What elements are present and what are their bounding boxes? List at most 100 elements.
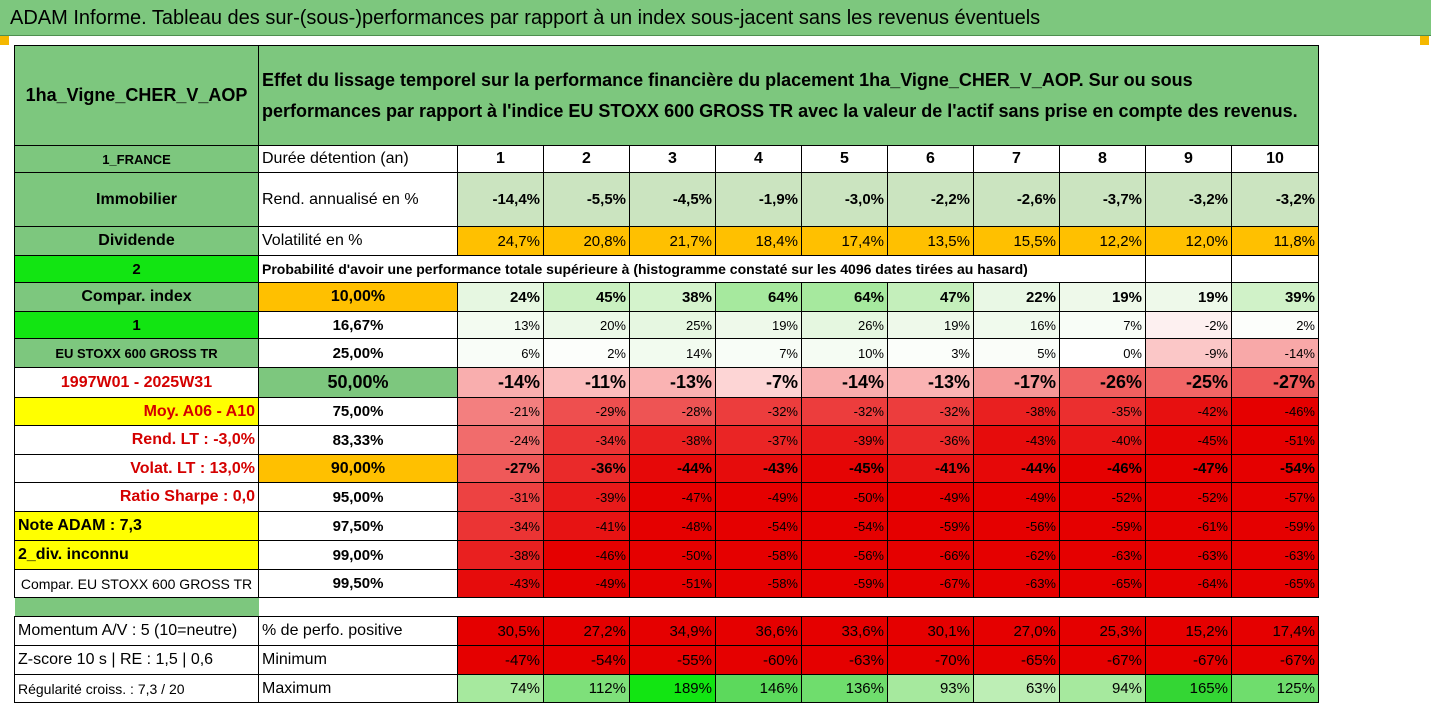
probability-cell[interactable]: -49% — [715, 482, 802, 512]
probability-cell[interactable]: -62% — [973, 540, 1060, 570]
maximum-cell[interactable]: 94% — [1059, 674, 1146, 703]
period-header-cell[interactable]: 4 — [715, 145, 802, 173]
return-cell[interactable]: -3,0% — [801, 172, 888, 227]
probability-cell[interactable]: -66% — [887, 540, 974, 570]
probability-cell[interactable]: -17% — [973, 367, 1060, 398]
probability-cell[interactable]: 14% — [629, 338, 716, 368]
threshold-cell[interactable]: 16,67% — [258, 311, 458, 339]
probability-cell[interactable]: -45% — [801, 454, 888, 483]
volatility-cell[interactable]: 21,7% — [629, 226, 716, 256]
probability-cell[interactable]: -61% — [1145, 511, 1232, 541]
probability-cell[interactable]: -27% — [457, 454, 544, 483]
probability-cell[interactable]: -36% — [887, 425, 974, 455]
probability-cell[interactable]: 64% — [715, 282, 802, 312]
probability-cell[interactable]: 0% — [1059, 338, 1146, 368]
minimum-label[interactable]: Minimum — [258, 645, 458, 675]
positive-perf-cell[interactable]: 33,6% — [801, 616, 888, 646]
probability-cell[interactable]: -50% — [801, 482, 888, 512]
probability-cell[interactable]: 10% — [801, 338, 888, 368]
probability-cell[interactable]: -34% — [457, 511, 544, 541]
description-cell[interactable]: Effet du lissage temporel sur la perform… — [258, 45, 1319, 146]
return-cell[interactable]: -14,4% — [457, 172, 544, 227]
probability-cell[interactable]: 7% — [1059, 311, 1146, 339]
volatility-cell[interactable]: 18,4% — [715, 226, 802, 256]
duration-label[interactable]: Durée détention (an) — [258, 145, 458, 173]
probability-cell[interactable]: 13% — [457, 311, 544, 339]
empty-cell[interactable] — [1145, 255, 1232, 283]
probability-cell[interactable]: -39% — [543, 482, 630, 512]
return-cell[interactable]: -3,7% — [1059, 172, 1146, 227]
probability-cell[interactable]: -63% — [973, 569, 1060, 598]
probability-cell[interactable]: -54% — [801, 511, 888, 541]
probability-cell[interactable]: -38% — [973, 397, 1060, 426]
probability-cell[interactable]: 38% — [629, 282, 716, 312]
row-label-cell[interactable]: Note ADAM : 7,3 — [14, 511, 259, 541]
return-cell[interactable]: -5,5% — [543, 172, 630, 227]
probability-cell[interactable]: -29% — [543, 397, 630, 426]
minimum-cell[interactable]: -67% — [1231, 645, 1319, 675]
probability-cell[interactable]: -64% — [1145, 569, 1232, 598]
zscore-cell[interactable]: Z-score 10 s | RE : 1,5 | 0,6 — [14, 645, 259, 675]
period-header-cell[interactable]: 8 — [1059, 145, 1146, 173]
volatility-cell[interactable]: 12,2% — [1059, 226, 1146, 256]
probability-cell[interactable]: -63% — [1145, 540, 1232, 570]
maximum-cell[interactable]: 189% — [629, 674, 716, 703]
row-label-cell[interactable]: Compar. index — [14, 282, 259, 312]
selector-cell-2[interactable]: 2 — [14, 255, 259, 283]
maximum-cell[interactable]: 74% — [457, 674, 544, 703]
positive-perf-cell[interactable]: 30,5% — [457, 616, 544, 646]
positive-perf-label[interactable]: % de perfo. positive — [258, 616, 458, 646]
probability-cell[interactable]: -63% — [1059, 540, 1146, 570]
period-header-cell[interactable]: 2 — [543, 145, 630, 173]
volatility-cell[interactable]: 24,7% — [457, 226, 544, 256]
probability-cell[interactable]: 22% — [973, 282, 1060, 312]
probability-cell[interactable]: 19% — [1145, 282, 1232, 312]
minimum-cell[interactable]: -67% — [1145, 645, 1232, 675]
positive-perf-cell[interactable]: 25,3% — [1059, 616, 1146, 646]
probability-cell[interactable]: -47% — [1145, 454, 1232, 483]
probability-cell[interactable]: -51% — [629, 569, 716, 598]
volatility-cell[interactable]: 11,8% — [1231, 226, 1319, 256]
minimum-cell[interactable]: -65% — [973, 645, 1060, 675]
threshold-cell[interactable]: 99,00% — [258, 540, 458, 570]
probability-cell[interactable]: -56% — [801, 540, 888, 570]
probability-cell[interactable]: -9% — [1145, 338, 1232, 368]
probability-cell[interactable]: 2% — [1231, 311, 1319, 339]
threshold-cell[interactable]: 75,00% — [258, 397, 458, 426]
probability-cell[interactable]: -43% — [715, 454, 802, 483]
minimum-cell[interactable]: -54% — [543, 645, 630, 675]
probability-cell[interactable]: -28% — [629, 397, 716, 426]
probability-cell[interactable]: -32% — [887, 397, 974, 426]
probability-cell[interactable]: 20% — [543, 311, 630, 339]
probability-cell[interactable]: -59% — [887, 511, 974, 541]
row-label-cell[interactable]: Volat. LT : 13,0% — [14, 454, 259, 483]
probability-cell[interactable]: -43% — [973, 425, 1060, 455]
dividend-cell[interactable]: Dividende — [14, 226, 259, 256]
probability-cell[interactable]: -49% — [543, 569, 630, 598]
threshold-cell[interactable]: 99,50% — [258, 569, 458, 598]
probability-cell[interactable]: -24% — [457, 425, 544, 455]
maximum-cell[interactable]: 146% — [715, 674, 802, 703]
positive-perf-cell[interactable]: 36,6% — [715, 616, 802, 646]
probability-cell[interactable]: -58% — [715, 540, 802, 570]
probability-cell[interactable]: 16% — [973, 311, 1060, 339]
probability-cell[interactable]: -59% — [801, 569, 888, 598]
maximum-cell[interactable]: 63% — [973, 674, 1060, 703]
probability-cell[interactable]: 19% — [1059, 282, 1146, 312]
probability-cell[interactable]: 5% — [973, 338, 1060, 368]
maximum-cell[interactable]: 165% — [1145, 674, 1232, 703]
maximum-cell[interactable]: 112% — [543, 674, 630, 703]
probability-cell[interactable]: -26% — [1059, 367, 1146, 398]
maximum-label[interactable]: Maximum — [258, 674, 458, 703]
positive-perf-cell[interactable]: 30,1% — [887, 616, 974, 646]
probability-cell[interactable]: -41% — [543, 511, 630, 541]
volatility-cell[interactable]: 12,0% — [1145, 226, 1232, 256]
period-header-cell[interactable]: 10 — [1231, 145, 1319, 173]
return-cell[interactable]: -1,9% — [715, 172, 802, 227]
probability-cell[interactable]: -59% — [1059, 511, 1146, 541]
volatility-cell[interactable]: 15,5% — [973, 226, 1060, 256]
probability-cell[interactable]: -21% — [457, 397, 544, 426]
probability-cell[interactable]: -40% — [1059, 425, 1146, 455]
probability-cell[interactable]: -54% — [715, 511, 802, 541]
volatility-label[interactable]: Volatilité en % — [258, 226, 458, 256]
